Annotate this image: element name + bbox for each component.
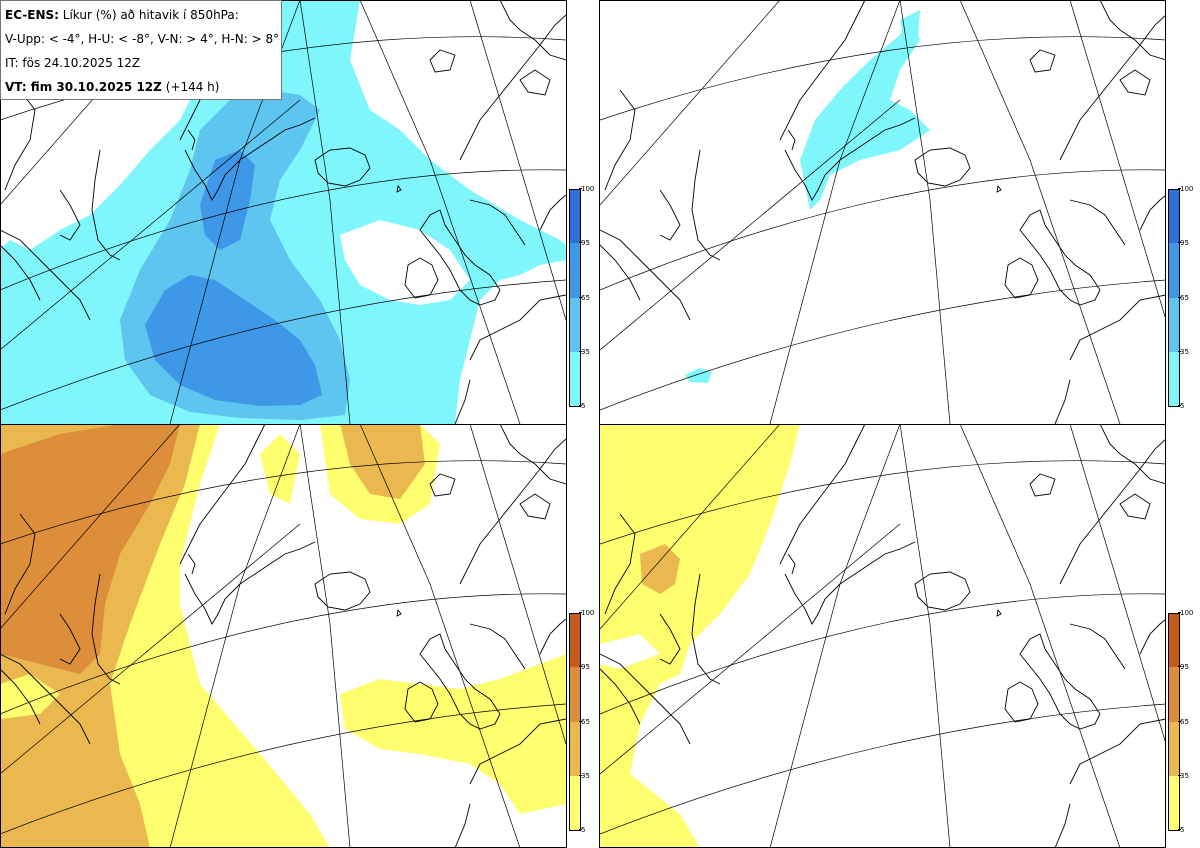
colorbar-tick-label: 5 (578, 402, 586, 410)
colorbar-segment (1168, 298, 1180, 352)
colorbar-segment (569, 667, 581, 722)
colorbar-tick-label: 95 (1178, 663, 1189, 671)
colorbar-tick-label: 35 (1178, 772, 1189, 780)
colorbar-tick-label: 35 (579, 772, 590, 780)
colorbar-segment (569, 352, 581, 406)
map-panel-cold-8 (600, 0, 1166, 424)
info-line-valid-time: VT: fim 30.10.2025 12Z (+144 h) (5, 80, 220, 94)
colorbar-segment (569, 776, 581, 830)
map-panel-warm-8 (600, 424, 1166, 848)
info-line-title: EC-ENS: Líkur (%) að hitavik í 850hPa: (5, 8, 239, 22)
colorbar-tick-label: 5 (578, 826, 586, 834)
colorbar-tick-label: 65 (1178, 294, 1189, 302)
colorbar-tick-label: 5 (1177, 826, 1185, 834)
colorbar-tick-label: 95 (1178, 239, 1189, 247)
colorbar-blue: 100 95 65 35 5 (1168, 185, 1200, 410)
colorbar-orange: 100 95 65 35 5 (569, 609, 607, 834)
colorbar-tick-label: 65 (579, 294, 590, 302)
colorbar-frame (569, 613, 581, 831)
colorbar-segment (1168, 667, 1180, 722)
colorbar-tick-label: 100 (1177, 609, 1194, 617)
colorbar-segment (1168, 722, 1180, 776)
colorbar-segment (569, 613, 581, 667)
colorbar-tick-label: 100 (1177, 185, 1194, 193)
colorbar-tick-label: 95 (579, 663, 590, 671)
colorbar-tick-label: 65 (1178, 718, 1189, 726)
colorbar-tick-label: 35 (1178, 348, 1189, 356)
colorbar-segment (1168, 189, 1180, 243)
info-line-init-time: IT: fös 24.10.2025 12Z (5, 56, 141, 70)
colorbar-orange: 100 95 65 35 5 (1168, 609, 1200, 834)
map-panel-warm-4 (0, 424, 566, 848)
map-cold-8 (685, 10, 930, 383)
colorbar-frame (569, 189, 581, 407)
colorbar-frame (1168, 189, 1180, 407)
colorbar-tick-label: 95 (579, 239, 590, 247)
info-box: EC-ENS: Líkur (%) að hitavik í 850hPa: V… (0, 0, 282, 100)
prob-area-light (800, 15, 930, 210)
colorbar-segment (1168, 243, 1180, 298)
colorbar-tick-label: 100 (578, 185, 595, 193)
colorbar-tick-label: 35 (579, 348, 590, 356)
info-line-thresholds: V-Upp: < -4°, H-U: < -8°, V-N: > 4°, H-N… (5, 32, 280, 46)
map-warm-4 (0, 424, 566, 848)
colorbar-segment (1168, 613, 1180, 667)
colorbar-segment (1168, 776, 1180, 830)
colorbar-blue: 100 95 65 35 5 (569, 185, 607, 410)
colorbar-tick-label: 65 (579, 718, 590, 726)
map-warm-8 (600, 424, 800, 848)
colorbar-segment (1168, 352, 1180, 406)
prob-area-light (600, 424, 800, 848)
colorbar-segment (569, 189, 581, 243)
colorbar-segment (569, 722, 581, 776)
colorbar-tick-label: 100 (578, 609, 595, 617)
colorbar-tick-label: 5 (1177, 402, 1185, 410)
colorbar-segment (569, 298, 581, 352)
colorbar-frame (1168, 613, 1180, 831)
colorbar-segment (569, 243, 581, 298)
